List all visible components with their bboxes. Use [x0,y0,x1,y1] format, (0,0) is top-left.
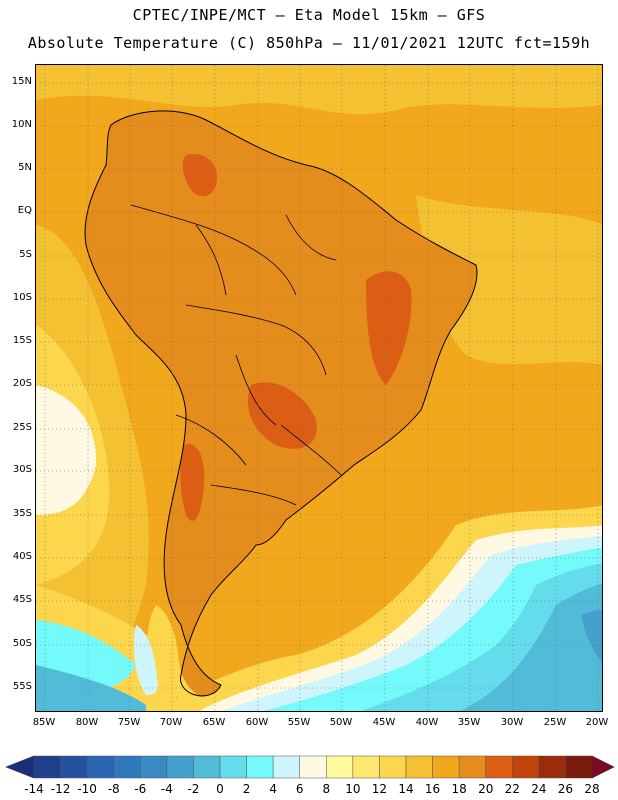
colorbar [5,755,615,779]
colorbar-swatch [565,755,593,779]
colorbar-swatch [193,755,221,779]
latitude-label: 35S [12,508,32,519]
latitude-label: 5N [18,162,32,173]
colorbar-swatch [60,755,88,779]
colorbar-tick-label: 0 [216,782,224,796]
chile-fjords-cold [134,625,158,695]
longitude-label: 55W [287,717,311,728]
colorbar-swatch [458,755,486,779]
colorbar-swatch [219,755,247,779]
colorbar-swatch [33,755,61,779]
longitude-label: 50W [329,717,353,728]
longitude-label: 85W [32,717,56,728]
colorbar-tick-label: 4 [269,782,277,796]
latitude-label: 25S [12,422,32,433]
colorbar-tick-label: -10 [77,782,97,796]
colorbar-tick-label: 12 [371,782,388,796]
colorbar-tick-label: 28 [584,782,600,796]
colorbar-tick-label: -4 [160,782,173,796]
latitude-label: 30S [12,464,32,475]
latitude-label: 55S [12,681,32,692]
longitude-label: 80W [75,717,99,728]
latitude-label: 5S [19,249,32,260]
latitude-label: 50S [12,638,32,649]
hot-core-northeast-brazil [366,271,412,385]
colorbar-swatch [405,755,433,779]
colorbar-swatch [512,755,540,779]
colorbar-swatch [432,755,460,779]
colorbar-swatch [166,755,194,779]
colorbar-tick-label: 8 [322,782,331,796]
latitude-label: 15S [12,335,32,346]
colorbar-low-arrow [5,755,35,779]
colorbar-tick-label: -8 [107,782,120,796]
chart-title-line1: CPTEC/INPE/MCT – Eta Model 15km – GFS [132,6,486,24]
longitude-label: 60W [245,717,269,728]
cold-core-inner [581,610,602,663]
latitude-label: 10N [11,119,32,130]
colorbar-tick-label: -6 [134,782,147,796]
longitude-label: 65W [202,717,226,728]
longitude-label: 25W [543,717,567,728]
colorbar-swatch [272,755,300,779]
longitude-label: 20W [585,717,609,728]
country-borders [130,204,342,506]
hot-core-andes [180,444,205,521]
colorbar-tick-label: -2 [187,782,200,796]
longitude-label: 30W [500,717,524,728]
chart-title-line2: Absolute Temperature (C) 850hPa – 11/01/… [27,34,591,52]
colorbar-tick-label: -14 [24,782,44,796]
map-frame [35,64,603,712]
latitude-label: 15N [11,76,32,87]
latitude-label: 20S [12,378,32,389]
longitude-label: 75W [117,717,141,728]
graticule [36,65,602,711]
longitude-label: 35W [457,717,481,728]
colorbar-tick-label: 10 [345,782,361,796]
colorbar-high-arrow [591,755,615,779]
colorbar-swatch [326,755,354,779]
colorbar-swatch [379,755,407,779]
colorbar-tick-label: 14 [398,782,414,796]
longitude-label: 70W [159,717,183,728]
colorbar-tick-label: 20 [478,782,494,796]
latitude-label: 45S [12,594,32,605]
colorbar-swatch [86,755,114,779]
colorbar-tick-label: 26 [557,782,574,796]
atlantic-warm-band [416,195,602,365]
colorbar-swatch [352,755,380,779]
colorbar-tick-label: 6 [295,782,304,796]
north-warm-band [36,65,602,115]
temperature-map [36,65,602,711]
colorbar-swatch [538,755,566,779]
hot-core-paraguay [247,382,317,449]
colorbar-swatch [113,755,141,779]
longitude-label: 40W [415,717,439,728]
colorbar-swatches [5,755,615,779]
latitude-label: EQ [17,205,32,216]
colorbar-tick-label: 22 [504,782,520,796]
colorbar-swatch [485,755,513,779]
patagonia-cool [147,605,206,702]
colorbar-swatch [299,755,327,779]
colorbar-tick-label: 24 [531,782,547,796]
colorbar-tick-label: 16 [424,782,441,796]
longitude-label: 45W [372,717,396,728]
cold-core [460,583,602,711]
colorbar-swatch [140,755,168,779]
latitude-label: 10S [12,292,32,303]
colorbar-tick-label: 2 [242,782,251,796]
colorbar-swatch [246,755,274,779]
pacific-cool-spot [36,385,97,515]
south-pacific-colder [36,665,146,711]
latitude-label: 40S [12,551,32,562]
coastline [84,110,478,697]
colorbar-tick-label: 18 [451,782,467,796]
colorbar-tick-label: -12 [50,782,71,796]
hot-core-venezuela [182,154,217,197]
